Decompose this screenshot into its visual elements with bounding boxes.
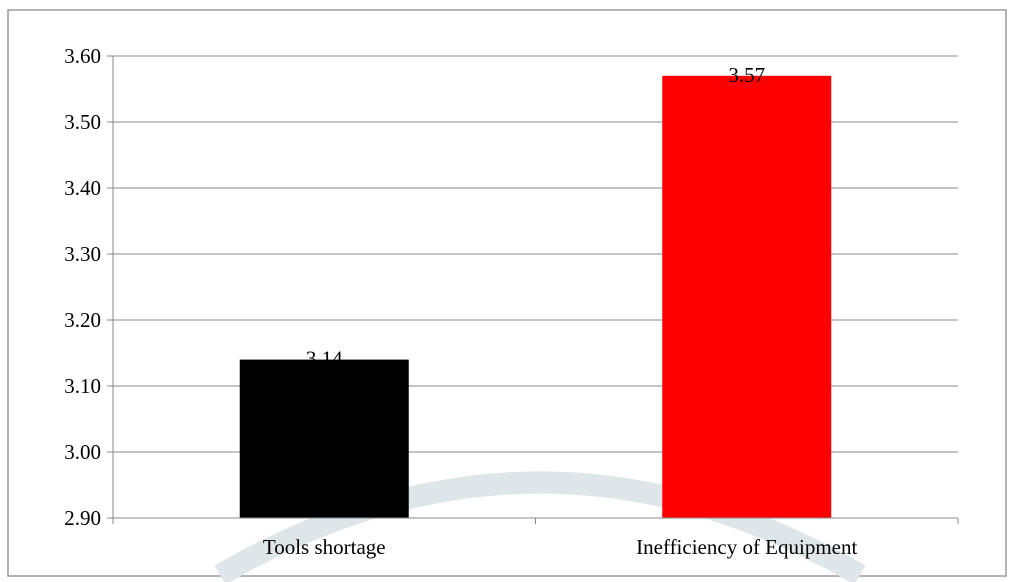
y-tick-label: 3.60 (64, 44, 101, 68)
bar (239, 359, 409, 518)
data-label: 3.14 (306, 347, 343, 371)
bar (662, 75, 832, 519)
y-tick-label: 3.30 (64, 242, 101, 266)
x-category-label: Tools shortage (263, 535, 386, 559)
bars (239, 75, 832, 519)
y-tick-label: 3.40 (64, 176, 101, 200)
labels: 2.90 3.00 3.10 3.20 3.30 3.40 3.50 3.60 3.14 Tool… (64, 44, 857, 559)
data-label: 3.57 (728, 63, 765, 87)
y-tick-label: 3.00 (64, 440, 101, 464)
y-tick-label: 3.50 (64, 110, 101, 134)
axes (107, 55, 959, 524)
x-category-label: Inefficiency of Equipment (636, 535, 857, 559)
y-tick-label: 3.10 (64, 374, 101, 398)
y-tick-label: 3.20 (64, 308, 101, 332)
watermark-arc (214, 471, 866, 582)
y-tick-label: 2.90 (64, 506, 101, 530)
